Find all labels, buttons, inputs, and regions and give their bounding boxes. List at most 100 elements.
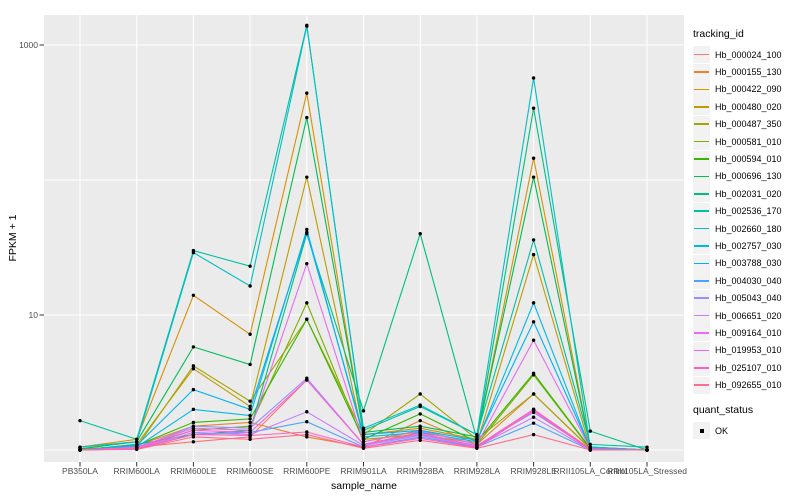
data-point (531, 252, 536, 257)
legend-line-swatch (694, 123, 709, 126)
legend-key-line-icon (693, 98, 710, 116)
legend-line-swatch (694, 71, 709, 73)
x-tick-label-PB350LA: PB350LA (62, 466, 98, 476)
legend-item-label: Hb_025107_010 (715, 362, 782, 373)
data-point (531, 392, 536, 396)
legend-item-Hb_000696_130: Hb_000696_130 (693, 167, 799, 185)
legend-item-label: Hb_000594_010 (715, 154, 782, 165)
data-point (418, 392, 422, 396)
legend-key-line-icon (693, 237, 710, 255)
legend-line-swatch (694, 53, 709, 56)
legend-key-line-icon (693, 324, 710, 342)
legend-item-label: Hb_003788_030 (715, 258, 782, 269)
data-point (191, 250, 196, 255)
legend-line-swatch (694, 349, 709, 352)
legend-line-swatch (694, 227, 709, 230)
data-point (531, 238, 536, 242)
data-point (248, 362, 252, 367)
data-point (305, 230, 309, 234)
legend-item-Hb_025107_010: Hb_025107_010 (693, 359, 799, 377)
data-point (191, 293, 196, 297)
legend-item-quant-OK: OK (693, 422, 799, 439)
legend-key-line-icon (693, 202, 710, 220)
legend-line-swatch (694, 88, 709, 91)
legend-line-swatch (694, 245, 709, 247)
data-point (475, 446, 479, 450)
y-tick-label-10: 10 (28, 310, 38, 320)
legend-key-line-icon (693, 133, 710, 151)
legend-tracking-items: Hb_000024_100 Hb_000155_130 Hb_000422_090 H… (693, 46, 799, 394)
legend-item-Hb_000422_090: Hb_000422_090 (693, 80, 799, 98)
data-point (531, 338, 536, 342)
legend-key-line-icon (693, 115, 710, 133)
data-point (418, 432, 422, 436)
legend-key-line-icon (693, 307, 710, 325)
x-tick-label-RRIM901LA: RRIM901LA (340, 466, 387, 476)
legend-item-Hb_004030_040: Hb_004030_040 (693, 272, 799, 290)
legend-line-swatch (694, 384, 709, 386)
legend-line-swatch (694, 193, 709, 195)
legend-item-label: Hb_002660_180 (715, 223, 782, 234)
data-point (248, 420, 252, 425)
data-point (305, 227, 309, 232)
data-point (361, 437, 366, 442)
data-point (361, 426, 366, 430)
legend-title-quant-status: quant_status (693, 403, 754, 416)
data-point (135, 447, 139, 452)
data-point (191, 428, 196, 432)
legend-item-label: Hb_092655_010 (715, 380, 782, 391)
data-point (305, 301, 309, 305)
legend: tracking_id Hb_000024_100 Hb_000155_130 Hb… (693, 28, 799, 439)
legend-item-Hb_000594_010: Hb_000594_010 (693, 150, 799, 168)
legend-line-swatch (694, 262, 709, 265)
x-tick-label-RRIM600LE: RRIM600LE (170, 466, 217, 476)
data-point (248, 437, 252, 442)
legend-item-label: Hb_000581_010 (715, 136, 782, 147)
x-tick-label-RRIM928LA: RRIM928LA (453, 466, 501, 476)
legend-item-label: Hb_002757_030 (715, 240, 782, 251)
legend-quant-items: OK (693, 422, 799, 439)
legend-line-swatch (694, 140, 709, 143)
data-point (531, 409, 536, 413)
data-point (305, 432, 309, 437)
y-axis-title: FPKM + 1 (7, 214, 19, 262)
legend-item-Hb_002757_030: Hb_002757_030 (693, 237, 799, 255)
legend-item-Hb_003788_030: Hb_003788_030 (693, 254, 799, 272)
data-point (418, 403, 422, 407)
data-point (418, 412, 422, 416)
data-point (248, 407, 252, 412)
data-point (418, 424, 422, 428)
legend-line-swatch (694, 297, 709, 299)
data-point (305, 175, 309, 179)
x-tick-label-RRIM600LA: RRIM600LA (113, 466, 160, 476)
y-tick-label-1000: 1000 (19, 40, 38, 50)
legend-item-label: Hb_002536_170 (715, 206, 782, 217)
x-tick-label-RRII105LA_Control: RRII105LA_Control (553, 466, 628, 476)
x-tick-label-RRII105LA_Stressed: RRII105LA_Stressed (607, 466, 687, 476)
legend-key-line-icon (693, 359, 710, 377)
data-point (78, 445, 82, 449)
data-point (305, 420, 309, 424)
legend-item-label: Hb_006651_020 (715, 310, 782, 321)
data-point (361, 442, 366, 447)
legend-item-label: Hb_000480_020 (715, 101, 782, 112)
legend-item-label: Hb_009164_010 (715, 327, 782, 338)
data-point (475, 438, 479, 442)
data-point (248, 433, 252, 438)
data-point (305, 378, 309, 382)
data-point (645, 445, 649, 449)
legend-key-line-icon (693, 376, 710, 394)
legend-item-label: OK (715, 425, 729, 436)
data-point (418, 418, 422, 423)
legend-item-label: Hb_000696_130 (715, 171, 782, 182)
data-point (305, 24, 309, 28)
data-point (588, 442, 592, 447)
legend-key-line-icon (693, 167, 710, 185)
legend-item-Hb_092655_010: Hb_092655_010 (693, 376, 799, 394)
data-point (248, 417, 252, 421)
data-point (588, 448, 592, 452)
legend-key-line-icon (693, 185, 710, 203)
data-point (248, 413, 252, 418)
data-point (305, 261, 309, 266)
